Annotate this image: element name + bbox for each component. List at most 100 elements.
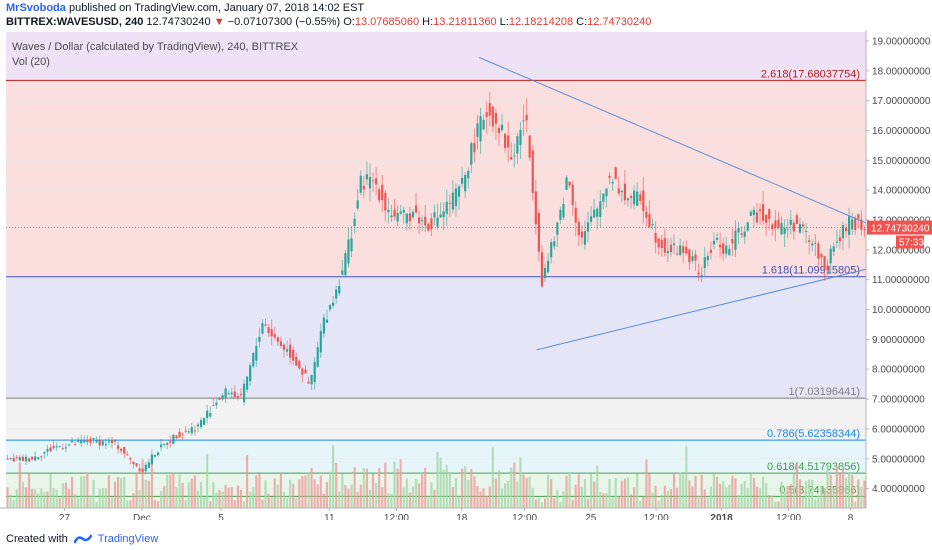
volume-bar <box>295 497 298 508</box>
candle-body <box>230 392 233 395</box>
volume-bar <box>120 478 123 508</box>
volume-bar <box>562 491 565 508</box>
candle-body <box>574 208 577 223</box>
volume-bar <box>335 463 338 508</box>
fib-label-1: 1.618(11.09915805) <box>762 265 860 277</box>
candle-body <box>580 231 583 238</box>
candle-body <box>648 214 651 228</box>
volume-bar <box>313 479 316 508</box>
candle-body <box>593 209 596 218</box>
volume-bar <box>700 474 703 508</box>
symbol-label: BITTREX:WAVESUSD, 240 <box>6 16 144 28</box>
candle-body <box>602 193 605 202</box>
y-tick-label-11: 8.00000000 <box>872 365 925 376</box>
volume-bar <box>470 468 473 508</box>
volume-bar <box>838 473 841 508</box>
x-tick-label-6: 12:00 <box>512 513 537 520</box>
candle-body <box>92 438 95 440</box>
volume-bar <box>301 476 304 508</box>
candle-body <box>758 209 762 212</box>
candle-body <box>451 192 454 210</box>
candle-body <box>731 239 734 244</box>
candle-body <box>768 208 771 220</box>
candle-body <box>31 456 34 460</box>
candle-body <box>672 243 676 246</box>
volume-bar <box>461 468 464 508</box>
candle-body <box>193 430 196 432</box>
volume-bar <box>762 476 765 508</box>
volume-bar <box>95 501 98 508</box>
candle-body <box>341 270 344 275</box>
candle-body <box>479 116 482 142</box>
candle-body <box>752 209 755 215</box>
candle-body <box>808 240 811 243</box>
volume-bar <box>129 500 132 508</box>
volume-bar <box>694 475 697 508</box>
author-name[interactable]: MrSvoboda <box>6 2 66 14</box>
volume-bar <box>525 478 528 508</box>
candle-body <box>789 219 792 225</box>
volume-bar <box>264 480 267 508</box>
candle-body <box>795 215 798 225</box>
volume-bar <box>746 487 749 508</box>
candle-body <box>107 441 110 443</box>
volume-bar <box>491 447 494 508</box>
candle-body <box>829 248 832 264</box>
candle-body <box>519 130 522 146</box>
candle-body <box>110 439 114 444</box>
candle-body <box>654 232 657 243</box>
volume-bar <box>844 477 848 508</box>
candle-body <box>9 458 12 460</box>
candle-body <box>826 265 829 271</box>
volume-bar <box>528 476 531 508</box>
candle-body <box>270 329 273 337</box>
candle-body <box>780 222 783 235</box>
candle-body <box>599 201 602 217</box>
candle-body <box>40 456 43 458</box>
symbol-ohlc: BITTREX:WAVESUSD, 240 12.74730240 ▼ −0.0… <box>6 16 651 30</box>
candle-body <box>304 369 307 374</box>
candle-body <box>685 246 688 254</box>
candle-body <box>534 191 537 225</box>
volume-bar <box>163 486 166 508</box>
candle-body <box>848 216 851 235</box>
volume-bar <box>230 486 233 508</box>
candle-body <box>319 331 322 353</box>
volume-bar <box>550 479 553 508</box>
volume-bar <box>249 491 252 508</box>
volume-bar <box>279 473 282 508</box>
tradingview-brand[interactable]: TradingView <box>97 533 159 545</box>
fib-label-2: 1(7.03196441) <box>788 386 860 398</box>
volume-bar <box>500 488 504 508</box>
candle-body <box>393 209 396 217</box>
volume-bar <box>848 473 851 508</box>
volume-bar <box>396 468 399 508</box>
volume-bar <box>719 483 722 508</box>
y-tick-label-5: 14.00000000 <box>872 186 931 197</box>
volume-bar <box>199 482 203 508</box>
candle-body <box>550 242 553 258</box>
volume-bar <box>577 474 580 508</box>
volume-bar <box>774 501 777 508</box>
candle-body <box>500 124 504 131</box>
volume-bar <box>485 495 488 508</box>
candle-body <box>74 444 77 446</box>
candle-body <box>24 456 28 462</box>
candle-body <box>464 174 467 192</box>
candle-body <box>390 215 393 218</box>
volume-bar <box>353 467 356 508</box>
price-chart[interactable]: 2.618(17.68037754) 1.618(11.09915805) 1(7.… <box>0 30 932 520</box>
publish-info: MrSvoboda published on TradingView.com, … <box>6 2 364 16</box>
volume-bar <box>439 457 442 508</box>
volume-bar <box>43 492 46 508</box>
volume-bar <box>811 479 814 508</box>
volume-bar <box>46 491 49 508</box>
candle-body <box>454 188 458 207</box>
price-badge-label: 12.74730240 <box>871 224 930 235</box>
candle-body <box>838 237 841 242</box>
candle-body <box>734 230 737 250</box>
volume-bar <box>123 476 126 508</box>
volume-bar <box>424 467 427 508</box>
volume-bar <box>725 487 728 508</box>
volume-bar <box>540 501 544 508</box>
